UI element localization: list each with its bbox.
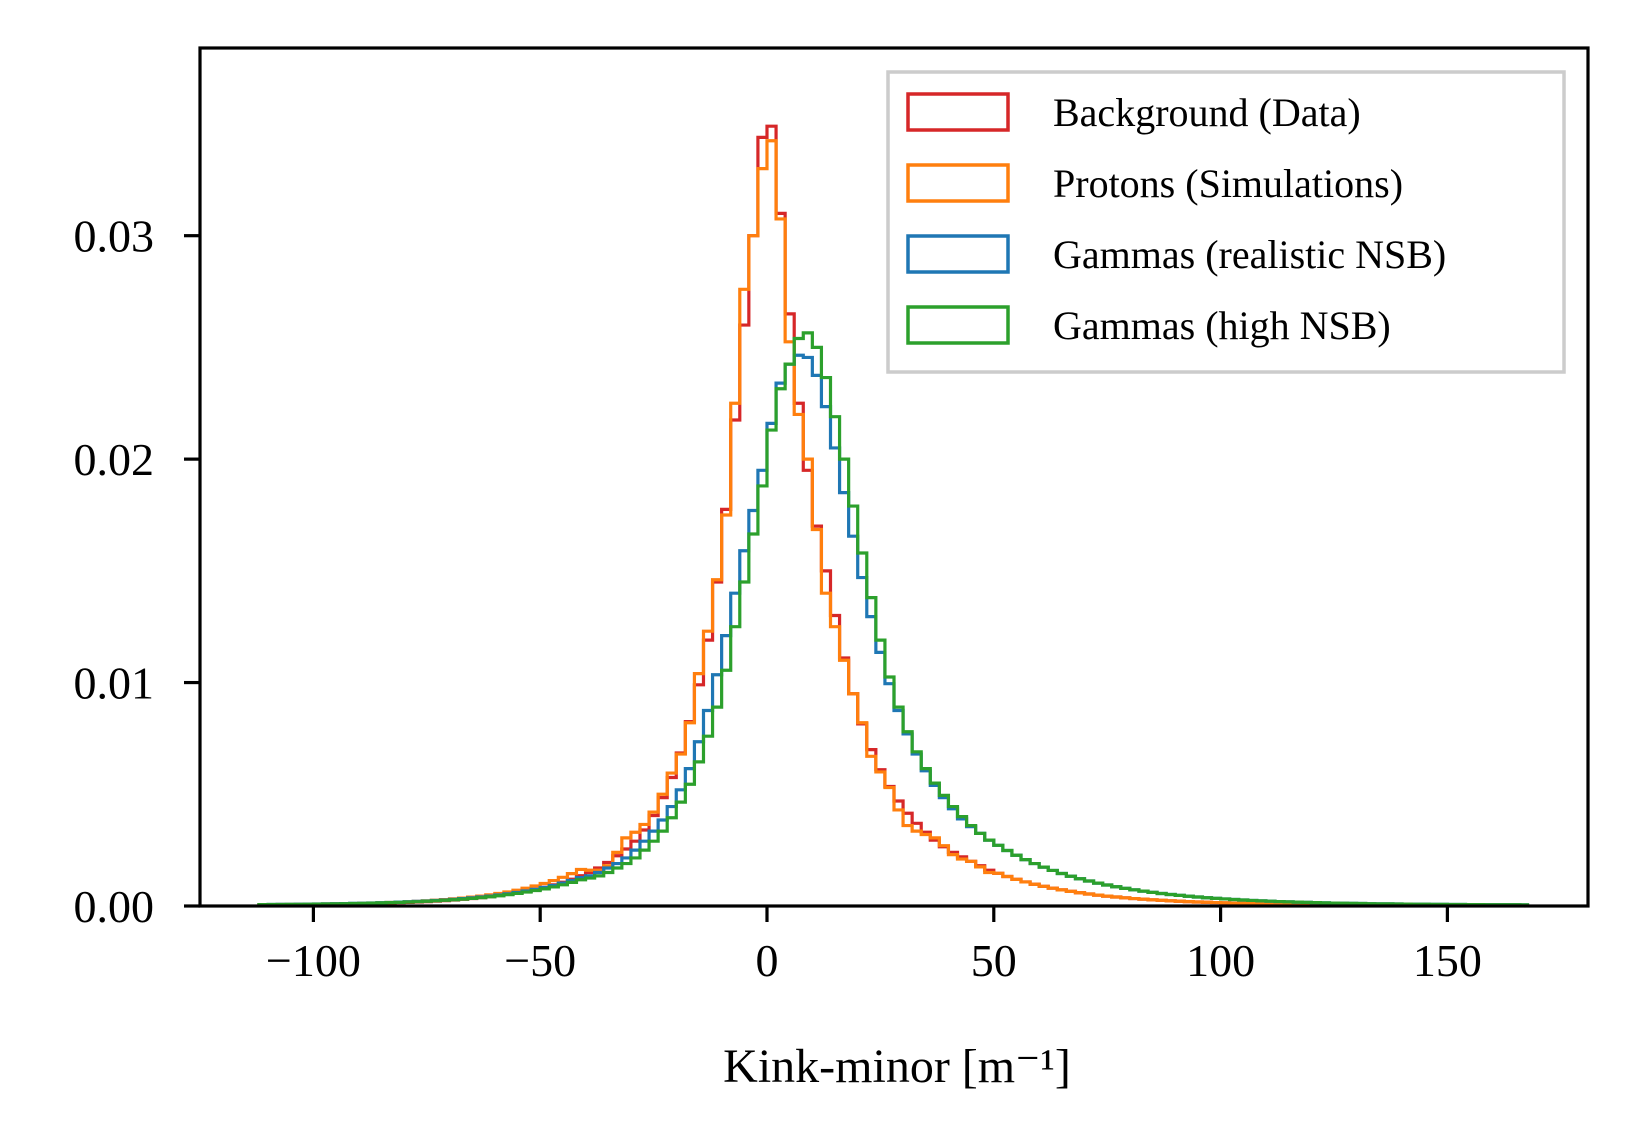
x-tick-label-1: −50 <box>504 935 576 986</box>
x-axis-label: Kink-minor [m⁻¹] <box>723 1040 1071 1093</box>
legend-swatch-2 <box>906 234 1010 274</box>
series-line-3 <box>257 331 1530 908</box>
x-tick-label-4: 100 <box>1186 935 1255 986</box>
axes-layer: −100 −50 0 50 100 150 0.00 0.01 0.02 0.03 <box>74 46 1590 986</box>
x-tick-label-0: −100 <box>266 935 361 986</box>
y-tick-label-1: 0.01 <box>74 658 155 709</box>
legend-label-1: Protons (Simulations) <box>1053 161 1403 206</box>
y-tick-label-3: 0.03 <box>74 211 155 262</box>
legend-frame <box>886 70 1566 374</box>
legend-swatch-1 <box>906 163 1010 203</box>
legend-label-0: Background (Data) <box>1053 90 1361 135</box>
y-tick-label-0: 0.00 <box>74 881 155 932</box>
series-3 <box>257 331 1530 908</box>
plot-frame <box>198 46 1590 908</box>
series-layer <box>257 124 1530 908</box>
legend: Background (Data) Protons (Simulations) Ga… <box>886 70 1566 374</box>
x-tick-label-3: 50 <box>971 935 1017 986</box>
x-tick-label-5: 150 <box>1413 935 1482 986</box>
legend-label-3: Gammas (high NSB) <box>1053 303 1391 348</box>
legend-swatch-3 <box>906 305 1010 345</box>
legend-swatch-0 <box>906 92 1010 132</box>
legend-label-2: Gammas (realistic NSB) <box>1053 232 1446 277</box>
x-tick-label-2: 0 <box>755 935 778 986</box>
y-tick-label-2: 0.02 <box>74 434 155 485</box>
